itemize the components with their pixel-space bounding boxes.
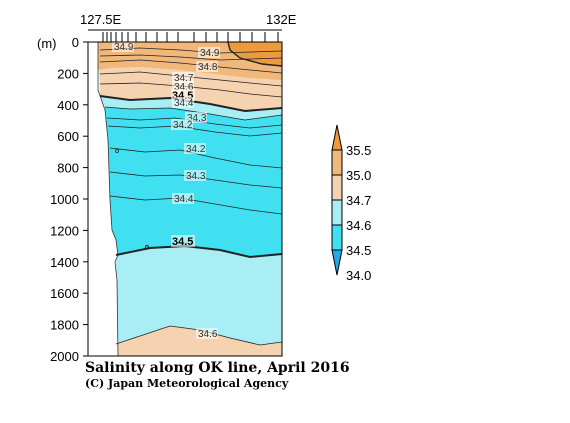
y-tick-label: 2000 [50, 349, 79, 364]
colorbar-label: 34.0 [346, 268, 371, 283]
svg-text:34.5: 34.5 [172, 236, 193, 248]
contour-label: 34.9 [112, 41, 134, 53]
svg-text:34.8: 34.8 [198, 62, 218, 73]
contour-label: 34.5 [171, 235, 195, 248]
y-tick-label: 1200 [50, 223, 79, 238]
contour-label: 34.2 [171, 119, 193, 131]
contour-34-6 [99, 82, 282, 98]
contour-34-4 [104, 106, 282, 121]
y-tick-label: 600 [57, 129, 79, 144]
colorbar-band [331, 224, 343, 251]
svg-text:34.9: 34.9 [200, 48, 220, 59]
contour-eddy [145, 245, 149, 249]
contour-label: 34.6 [196, 328, 218, 340]
credit-text: (C) Japan Meteorological Agency [85, 377, 289, 390]
colorbar-band [331, 199, 343, 226]
svg-text:34.2: 34.2 [186, 144, 206, 155]
svg-text:34.3: 34.3 [187, 113, 207, 124]
colorbar-label: 34.5 [346, 243, 371, 258]
y-unit-label: (m) [37, 36, 57, 51]
colorbar-top-arrow [331, 124, 343, 151]
colorbar-label: 34.6 [346, 218, 371, 233]
contour-label: 34.9 [198, 47, 220, 59]
station-ticks [88, 29, 282, 42]
y-tick-label: 1000 [50, 192, 79, 207]
y-tick-label: 1400 [50, 255, 79, 270]
contour-label: 34.3 [184, 170, 206, 182]
colorbar: 35.5 35.0 34.7 34.6 34.5 34.0 [331, 124, 371, 283]
band-34-5-34-6-deep [116, 246, 282, 356]
contour-label: 34.6 [172, 81, 194, 93]
colorbar-bottom-arrow [331, 249, 343, 276]
contour-34-4-lower [109, 195, 282, 215]
svg-text:34.4: 34.4 [174, 194, 194, 205]
y-tick-label: 200 [57, 66, 79, 81]
x-label-west: 127.5E [80, 12, 122, 27]
y-tick-label: 800 [57, 161, 79, 176]
contour-label: 34.4 [172, 193, 194, 205]
contour-34-5-lower [115, 244, 282, 259]
contour-label: 34.3 [185, 112, 207, 124]
y-tick-label: 1600 [50, 286, 79, 301]
band-34-6-bottom [116, 326, 282, 356]
contour-label: 34.7 [172, 72, 194, 84]
y-tick-label: 1800 [50, 318, 79, 333]
colorbar-label: 35.0 [346, 168, 371, 183]
y-tick-label: 0 [72, 35, 79, 50]
contour-label-group: 34.9 34.9 34.8 34.7 34.6 34.5 34.4 34.3 … [112, 41, 220, 340]
y-tick-label: 400 [57, 98, 79, 113]
svg-text:34.3: 34.3 [186, 171, 206, 182]
contour-34-2 [107, 125, 282, 137]
contour-34-9b [99, 54, 282, 61]
chart-title: Salinity along OK line, April 2016 [85, 360, 350, 376]
contour-34-7 [99, 71, 282, 87]
svg-text:34.6: 34.6 [198, 329, 218, 340]
colorbar-band [331, 149, 343, 176]
band-35-0-plus [228, 42, 282, 66]
svg-text:34.7: 34.7 [174, 73, 194, 84]
svg-text:34.9: 34.9 [114, 42, 134, 53]
colorbar-band [331, 174, 343, 201]
colorbar-label: 35.5 [346, 143, 371, 158]
colorbar-label: 34.7 [346, 193, 371, 208]
y-axis: 0 200 400 600 800 1000 1200 1400 1600 1800 2000 [50, 35, 88, 364]
band-34-0-34-5 [105, 107, 282, 265]
svg-text:34.6: 34.6 [174, 82, 194, 93]
contour-label: 34.2 [184, 143, 206, 155]
svg-text:34.4: 34.4 [174, 98, 194, 109]
contour-label: 34.4 [172, 97, 194, 109]
contour-eddy-small [115, 149, 119, 153]
x-label-east: 132E [266, 12, 297, 27]
contour-label: 34.8 [196, 61, 218, 73]
contour-35-0 [227, 42, 282, 67]
svg-text:34.2: 34.2 [173, 120, 193, 131]
